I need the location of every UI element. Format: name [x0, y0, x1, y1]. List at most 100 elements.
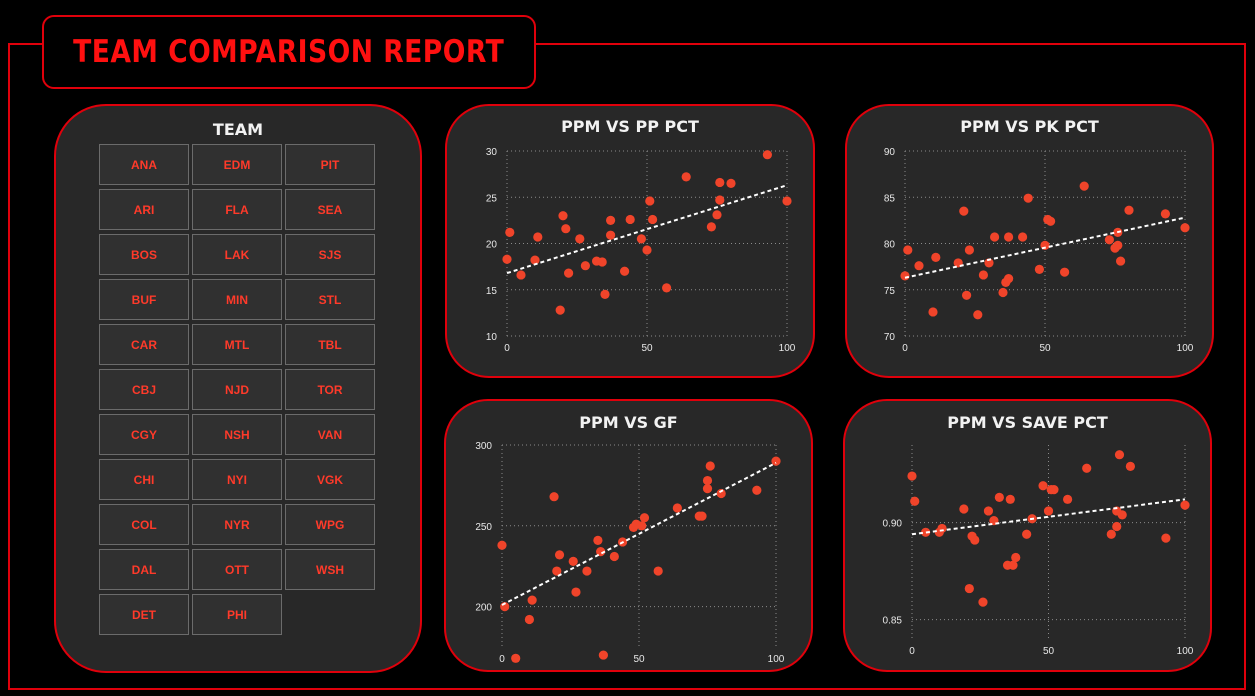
data-point[interactable]: [771, 456, 781, 466]
data-point[interactable]: [636, 234, 646, 244]
team-button-chi[interactable]: CHI: [99, 459, 189, 500]
data-point[interactable]: [1180, 500, 1190, 510]
data-point[interactable]: [702, 475, 713, 486]
data-point[interactable]: [964, 245, 974, 255]
team-button-tbl[interactable]: TBL: [285, 324, 375, 365]
data-point[interactable]: [928, 307, 938, 317]
data-point[interactable]: [1161, 533, 1171, 543]
data-point[interactable]: [1114, 450, 1125, 460]
data-point[interactable]: [516, 270, 526, 280]
team-button-vgk[interactable]: VGK: [285, 459, 375, 500]
data-point[interactable]: [561, 224, 571, 234]
data-point[interactable]: [752, 485, 762, 495]
data-point[interactable]: [598, 650, 608, 660]
team-button-col[interactable]: COL: [99, 504, 189, 545]
data-point[interactable]: [1046, 216, 1056, 226]
data-point[interactable]: [702, 484, 713, 494]
team-button-wsh[interactable]: WSH: [285, 549, 375, 590]
team-button-phi[interactable]: PHI: [192, 594, 282, 635]
data-point[interactable]: [662, 283, 672, 293]
data-point[interactable]: [530, 255, 540, 265]
data-point[interactable]: [568, 556, 578, 566]
data-point[interactable]: [907, 471, 917, 481]
data-point[interactable]: [648, 214, 658, 225]
data-point[interactable]: [931, 252, 941, 262]
data-point[interactable]: [580, 261, 590, 271]
team-button-cbj[interactable]: CBJ: [99, 369, 189, 410]
team-button-fla[interactable]: FLA: [192, 189, 282, 230]
data-point[interactable]: [609, 551, 619, 562]
data-point[interactable]: [637, 521, 647, 531]
data-point[interactable]: [597, 257, 607, 267]
team-button-ana[interactable]: ANA: [99, 144, 189, 185]
data-point[interactable]: [1049, 485, 1059, 495]
data-point[interactable]: [606, 230, 616, 240]
data-point[interactable]: [782, 196, 792, 206]
data-point[interactable]: [1008, 560, 1018, 570]
data-point[interactable]: [672, 503, 682, 513]
data-point[interactable]: [575, 234, 585, 244]
team-button-nyr[interactable]: NYR: [192, 504, 282, 545]
team-button-bos[interactable]: BOS: [99, 234, 189, 275]
team-button-cgy[interactable]: CGY: [99, 414, 189, 455]
data-point[interactable]: [554, 550, 565, 560]
data-point[interactable]: [555, 305, 565, 315]
data-point[interactable]: [497, 540, 507, 550]
data-point[interactable]: [564, 268, 574, 278]
team-button-dal[interactable]: DAL: [99, 549, 189, 590]
data-point[interactable]: [914, 261, 924, 271]
data-point[interactable]: [715, 177, 725, 188]
data-point[interactable]: [1018, 232, 1028, 242]
data-point[interactable]: [959, 206, 969, 216]
data-point[interactable]: [596, 547, 606, 557]
data-point[interactable]: [1104, 235, 1114, 245]
data-point[interactable]: [978, 270, 988, 280]
team-button-edm[interactable]: EDM: [192, 144, 282, 185]
data-point[interactable]: [620, 266, 630, 276]
data-point[interactable]: [921, 527, 931, 537]
team-button-ott[interactable]: OTT: [192, 549, 282, 590]
data-point[interactable]: [998, 287, 1008, 298]
data-point[interactable]: [903, 245, 913, 255]
data-point[interactable]: [1082, 463, 1092, 473]
data-point[interactable]: [937, 523, 947, 534]
data-point[interactable]: [1004, 232, 1014, 242]
data-point[interactable]: [1106, 529, 1116, 539]
data-point[interactable]: [1125, 461, 1135, 471]
data-point[interactable]: [1043, 506, 1054, 516]
data-point[interactable]: [558, 211, 568, 221]
team-button-stl[interactable]: STL: [285, 279, 375, 320]
data-point[interactable]: [1112, 521, 1122, 532]
data-point[interactable]: [653, 566, 663, 576]
data-point[interactable]: [900, 271, 910, 281]
team-button-nsh[interactable]: NSH: [192, 414, 282, 455]
team-button-det[interactable]: DET: [99, 594, 189, 635]
team-button-nyi[interactable]: NYI: [192, 459, 282, 500]
team-button-sea[interactable]: SEA: [285, 189, 375, 230]
team-button-car[interactable]: CAR: [99, 324, 189, 365]
data-point[interactable]: [1116, 256, 1126, 266]
data-point[interactable]: [502, 254, 512, 264]
data-point[interactable]: [984, 258, 994, 268]
data-point[interactable]: [524, 614, 534, 625]
data-point[interactable]: [552, 566, 562, 576]
data-point[interactable]: [533, 232, 543, 242]
data-point[interactable]: [712, 210, 722, 220]
team-button-njd[interactable]: NJD: [192, 369, 282, 410]
data-point[interactable]: [964, 583, 974, 594]
team-button-tor[interactable]: TOR: [285, 369, 375, 410]
data-point[interactable]: [762, 150, 772, 160]
team-button-buf[interactable]: BUF: [99, 279, 189, 320]
data-point[interactable]: [726, 178, 736, 188]
data-point[interactable]: [1022, 529, 1032, 539]
data-point[interactable]: [505, 227, 515, 237]
data-point[interactable]: [511, 653, 521, 663]
data-point[interactable]: [1023, 193, 1033, 203]
data-point[interactable]: [1011, 552, 1021, 563]
data-point[interactable]: [973, 310, 983, 320]
data-point[interactable]: [1004, 274, 1014, 284]
data-point[interactable]: [681, 172, 691, 182]
team-button-ari[interactable]: ARI: [99, 189, 189, 230]
data-point[interactable]: [983, 506, 994, 516]
data-point[interactable]: [970, 535, 980, 545]
